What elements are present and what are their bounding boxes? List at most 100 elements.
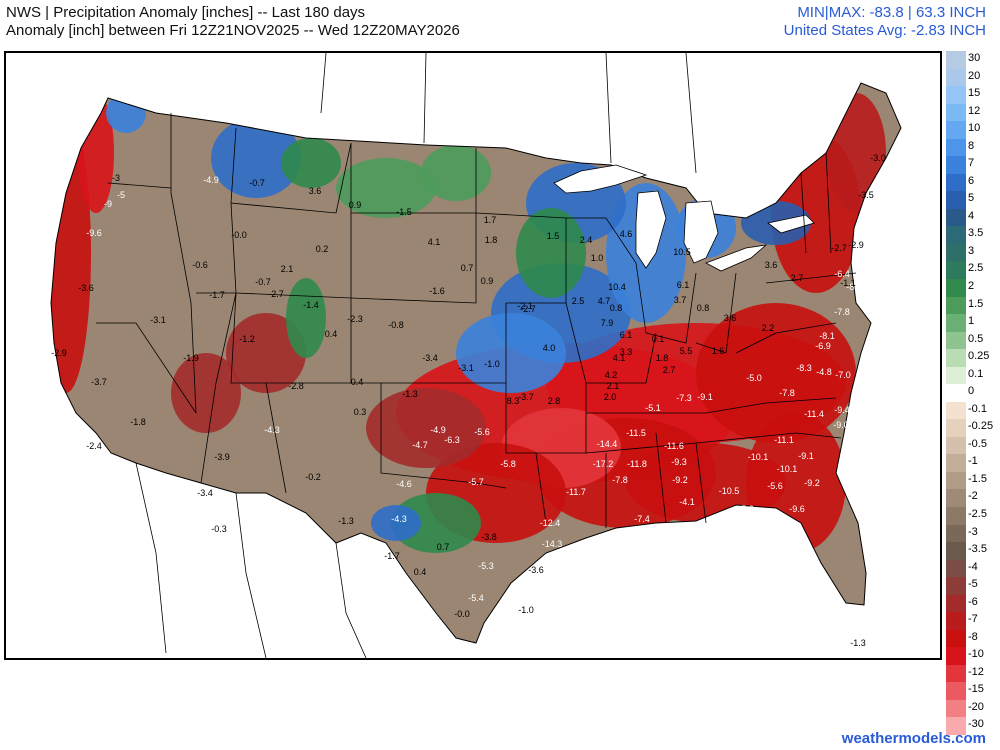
station-value-label: -6.3: [627, 586, 643, 596]
legend-swatch: [946, 261, 966, 279]
station-value-label: 2.7: [663, 365, 676, 375]
station-value-label: 10.5: [673, 247, 691, 257]
station-value-label: -7.4: [634, 514, 650, 524]
station-value-label: -9.3: [671, 457, 687, 467]
lake-ontario: [767, 214, 815, 234]
station-value-label: -4.1: [679, 497, 695, 507]
station-value-label: -9.1: [798, 451, 814, 461]
legend-entry: 12: [946, 103, 1000, 122]
legend-swatch: [946, 51, 966, 69]
legend-entry: 0: [946, 384, 1000, 402]
station-value-label: -0.7: [249, 178, 265, 188]
station-value-label: -14.3: [542, 539, 563, 549]
anomaly-region: [421, 145, 491, 201]
legend-label: 2: [968, 280, 975, 292]
legend-entry: 5: [946, 191, 1000, 209]
legend-label: 2.5: [968, 262, 984, 275]
station-value-label: 2.7: [791, 273, 804, 283]
legend-swatch: [946, 577, 966, 595]
legend-swatch: [946, 226, 966, 244]
station-value-label: -10.5: [719, 486, 740, 496]
legend-swatch: [946, 296, 966, 315]
legend-entry: 2: [946, 279, 1000, 297]
legend-entry: 0.5: [946, 331, 1000, 350]
station-value-label: 0.7: [437, 542, 450, 552]
station-value-label: 3.6: [309, 186, 322, 196]
legend-label: -8: [968, 630, 978, 643]
station-value-label: -9.6: [789, 504, 805, 514]
legend-swatch: [946, 629, 966, 648]
station-value-label: -11.6: [664, 441, 684, 451]
station-value-label: 2.0: [604, 392, 617, 402]
station-value-label: -3.7: [518, 392, 534, 402]
station-value-label: -1.8: [130, 417, 146, 427]
legend-label: -7: [968, 613, 978, 626]
legend-swatch: [946, 138, 966, 157]
station-value-label: 3.6: [765, 260, 778, 270]
anomaly-region: [391, 493, 481, 553]
station-value-labels: -3.0-6.4-3.5-7.1-7.8-2.9-8.0-2.7-8.8-7.8…: [51, 153, 892, 648]
legend-label: 3.5: [968, 227, 984, 240]
legend-label: -12: [968, 665, 984, 678]
station-value-label: -2.7: [268, 289, 284, 299]
station-value-label: -5: [117, 190, 125, 200]
legend-entry: -0.5: [946, 436, 1000, 455]
legend-label: -1: [968, 455, 978, 468]
station-value-label: -5.6: [738, 504, 754, 514]
anomaly-region: [286, 278, 326, 358]
station-value-label: 0.3: [354, 407, 367, 417]
station-value-label: -8.2: [791, 540, 807, 550]
legend-entry: -5: [946, 577, 1000, 595]
station-value-label: -1.4: [303, 300, 319, 310]
station-value-label: -9.6: [86, 228, 102, 238]
station-value-label: -6.4: [834, 269, 850, 279]
station-value-label: 2.8: [548, 396, 561, 406]
station-value-label: -3.6: [78, 283, 94, 293]
station-value-label: -3.5: [858, 190, 874, 200]
legend-label: -6: [968, 595, 978, 608]
station-value-label: -10.1: [748, 452, 769, 462]
station-value-label: -0.3: [211, 524, 227, 534]
anomaly-region: [336, 158, 436, 218]
legend-label: 8: [968, 139, 975, 152]
legend-swatch: [946, 664, 966, 683]
station-value-label: -11.7: [566, 487, 586, 497]
anomaly-region: [626, 443, 786, 523]
station-value-label: -1.3: [850, 638, 866, 648]
station-value-label: -7.8: [834, 307, 850, 317]
station-value-label: -3.6: [528, 565, 544, 575]
station-value-label: 4.0: [543, 343, 556, 353]
station-value-label: -11.1: [774, 435, 794, 445]
station-value-label: 3.7: [674, 295, 687, 305]
legend-label: 20: [968, 69, 981, 82]
legend-swatch: [946, 471, 966, 490]
station-value-label: -9.2: [804, 478, 820, 488]
legend-swatch: [946, 542, 966, 560]
legend-label: 1.5: [968, 297, 984, 310]
station-value-label: 1.7: [484, 215, 497, 225]
legend-entry: 2.5: [946, 261, 1000, 279]
station-value-label: -1.7: [384, 551, 400, 561]
legend-swatch: [946, 401, 966, 420]
station-value-label: -2.7: [520, 304, 536, 314]
station-value-label: -11.8: [627, 459, 647, 469]
station-value-label: -7.8: [612, 475, 628, 485]
legend-swatch: [946, 454, 966, 472]
station-value-label: 2.5: [572, 296, 585, 306]
station-value-label: -8.1: [819, 331, 835, 341]
legend-entry: -10: [946, 647, 1000, 665]
station-value-label: -8.8: [846, 282, 862, 292]
station-value-label: -5.1: [645, 403, 661, 413]
legend-swatch: [946, 524, 966, 543]
lake-erie: [705, 244, 768, 272]
source-credit[interactable]: weathermodels.com: [841, 730, 986, 747]
station-value-label: -1.7: [209, 290, 225, 300]
legend-swatch: [946, 419, 966, 437]
station-value-label: 1.0: [591, 253, 604, 263]
station-value-label: 10.4: [608, 282, 626, 292]
station-value-label: 3.3: [620, 347, 633, 357]
legend-entry: -7: [946, 612, 1000, 630]
station-value-label: -3: [112, 173, 120, 183]
precipitation-anomaly-map[interactable]: -3.0 -6.4 -3.5 -7.1 -7.8 -2.9 -8.0 -2.7 -8.8 -7.8…: [4, 51, 942, 660]
legend-swatch: [946, 279, 966, 297]
